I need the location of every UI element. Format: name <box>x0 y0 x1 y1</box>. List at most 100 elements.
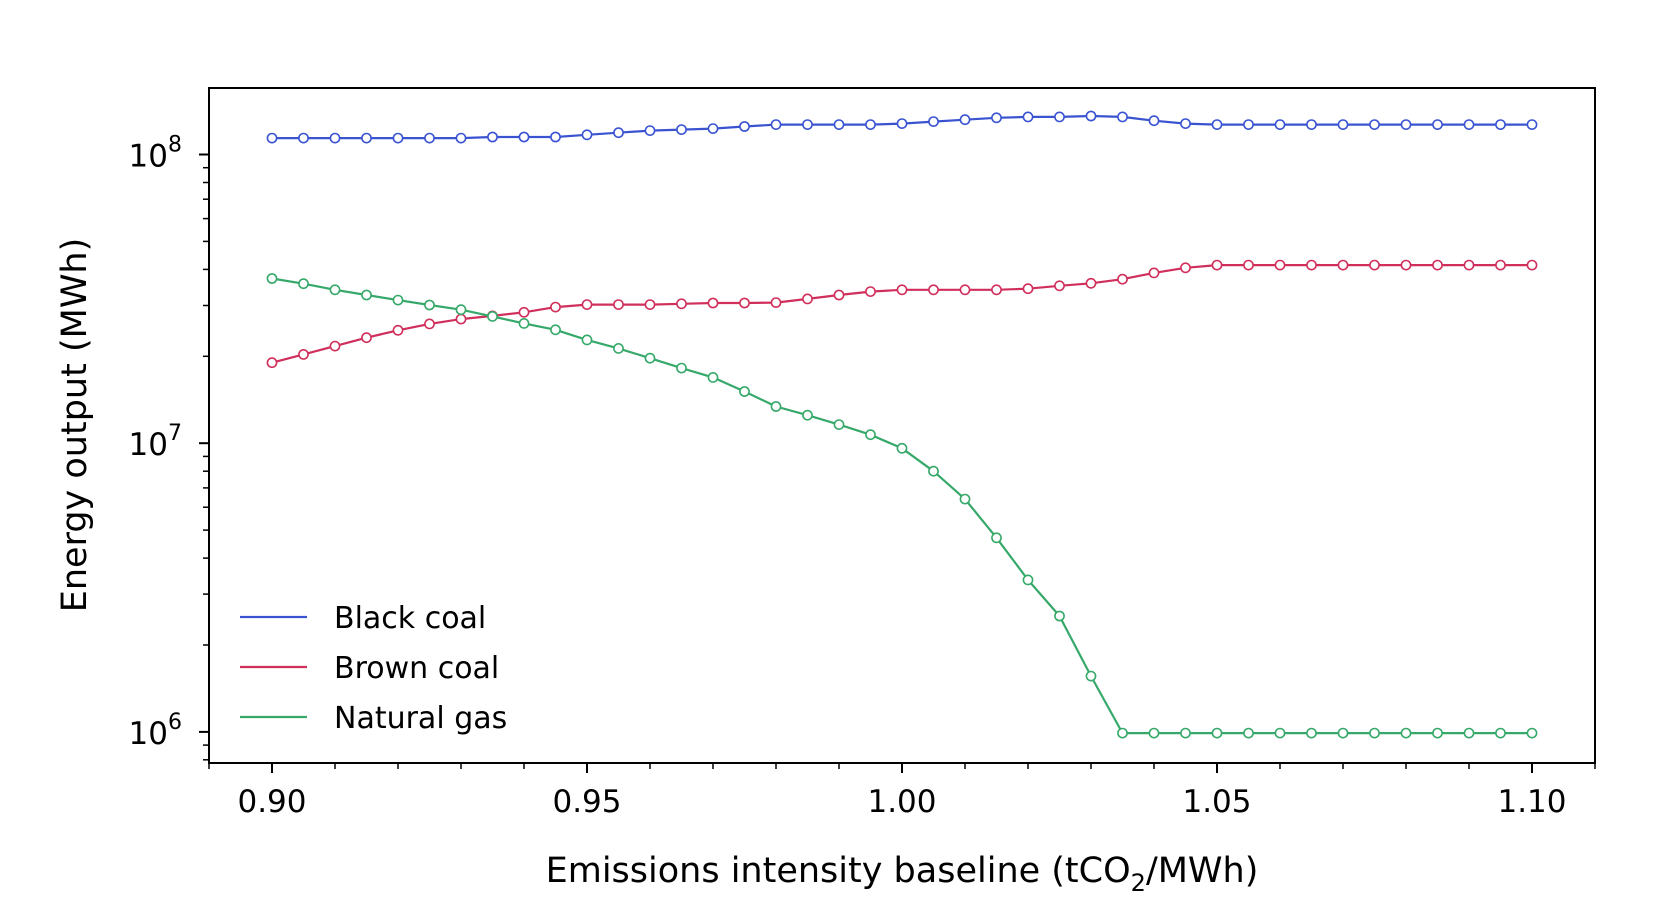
data-point <box>581 334 593 346</box>
data-point <box>518 306 530 318</box>
data-point <box>1495 727 1506 739</box>
x-axis: 0.90 0.95 1.00 1.05 1.10 <box>208 763 1596 820</box>
data-point <box>1432 259 1443 271</box>
data-point <box>1306 259 1317 271</box>
data-point <box>1369 119 1380 130</box>
y-tick-label: 106 <box>129 710 182 752</box>
y-tick-label: 108 <box>129 133 182 175</box>
data-point <box>581 129 593 141</box>
data-point <box>833 289 845 301</box>
data-point <box>676 298 687 310</box>
data-point <box>1369 727 1380 739</box>
data-point <box>1085 670 1097 682</box>
data-point <box>1274 259 1286 271</box>
data-point <box>487 310 498 322</box>
data-point <box>266 273 278 284</box>
data-point <box>518 317 530 329</box>
data-point <box>1085 277 1097 289</box>
data-point <box>676 362 687 374</box>
data-point <box>487 131 498 143</box>
data-point <box>1400 259 1412 271</box>
data-point <box>1022 111 1034 123</box>
data-point <box>361 289 372 301</box>
data-point <box>361 332 372 344</box>
data-point <box>392 294 404 306</box>
data-point <box>1054 610 1065 622</box>
x-tick-label: 1.05 <box>1182 784 1251 820</box>
y-axis-label: Energy output (MWh) <box>55 238 95 613</box>
data-point <box>959 284 971 296</box>
data-point <box>613 342 624 354</box>
data-point <box>1306 727 1317 739</box>
data-point <box>739 386 750 397</box>
data-point <box>424 299 435 311</box>
y-tick-label: 107 <box>129 421 182 463</box>
data-point <box>1495 259 1506 271</box>
data-point <box>1180 262 1191 274</box>
data-point <box>865 119 876 130</box>
data-point <box>991 532 1002 544</box>
data-point <box>1369 259 1380 271</box>
data-point <box>1085 110 1097 122</box>
data-point <box>644 125 656 137</box>
data-point <box>865 286 876 297</box>
data-point <box>455 304 467 316</box>
data-point <box>896 442 908 454</box>
data-point <box>896 118 908 129</box>
data-point <box>1211 259 1223 271</box>
data-point <box>1337 727 1349 739</box>
data-point <box>770 297 782 308</box>
data-point <box>802 409 813 421</box>
data-point <box>1526 119 1538 130</box>
data-point <box>802 119 813 130</box>
data-point <box>1211 119 1223 130</box>
data-point <box>329 340 341 352</box>
data-point <box>361 132 372 144</box>
data-point <box>928 284 939 296</box>
data-point <box>770 401 782 412</box>
data-point <box>928 465 939 477</box>
data-point <box>707 123 719 135</box>
data-point <box>1243 259 1254 271</box>
data-point <box>1054 280 1065 292</box>
x-tick-label: 1.10 <box>1497 784 1566 820</box>
data-point <box>1274 119 1286 130</box>
legend-label: Brown coal <box>334 651 499 686</box>
plot-area <box>266 110 1538 739</box>
data-point <box>1117 273 1128 285</box>
data-point <box>1243 727 1254 739</box>
data-point <box>518 131 530 143</box>
data-point <box>928 116 939 127</box>
data-point <box>424 132 435 144</box>
data-point <box>1054 111 1065 123</box>
data-point <box>1526 259 1538 271</box>
data-point <box>1463 119 1475 130</box>
data-point <box>1022 283 1034 295</box>
data-point <box>1400 119 1412 130</box>
data-point <box>833 419 845 430</box>
data-point <box>833 119 845 130</box>
y-axis: 106 107 108 <box>129 133 209 761</box>
data-point <box>991 284 1002 296</box>
data-point <box>613 299 624 310</box>
data-point <box>1243 119 1254 130</box>
data-point <box>298 348 309 360</box>
data-point <box>550 324 561 336</box>
data-point <box>1148 267 1160 279</box>
data-point <box>1148 727 1160 739</box>
data-point <box>455 313 467 325</box>
data-point <box>266 357 278 369</box>
legend-label: Natural gas <box>334 701 507 736</box>
data-point <box>613 127 624 139</box>
data-point <box>1337 259 1349 271</box>
data-point <box>1274 727 1286 739</box>
legend: Black coal Brown coal Natural gas <box>240 601 507 736</box>
data-point <box>644 352 656 364</box>
data-point <box>959 114 971 126</box>
data-point <box>392 324 404 336</box>
data-point <box>424 318 435 330</box>
data-point <box>1117 111 1128 123</box>
data-point <box>1432 119 1443 130</box>
data-point <box>581 299 593 310</box>
